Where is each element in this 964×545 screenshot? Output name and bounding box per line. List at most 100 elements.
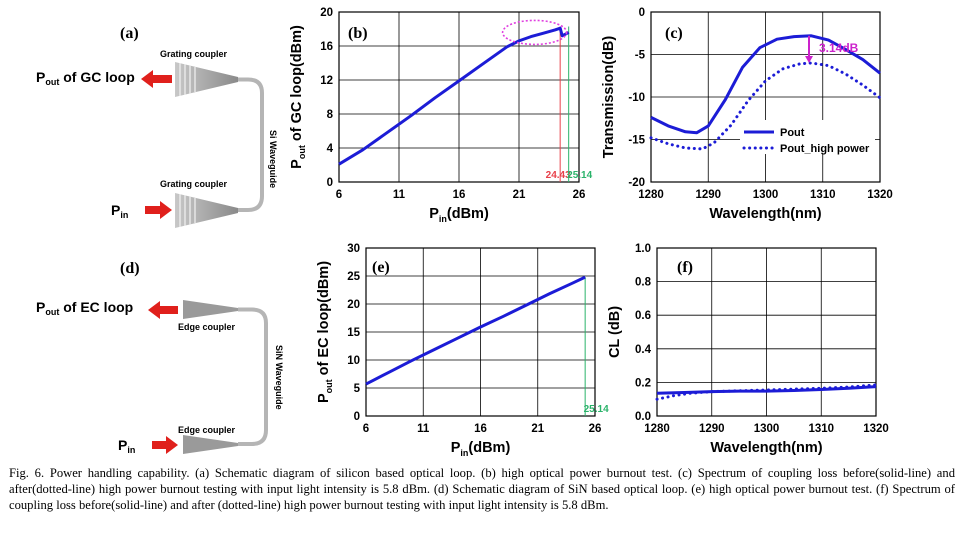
y-tick-label: 0.0 xyxy=(635,411,651,423)
marker-label: 25.14 xyxy=(567,170,592,181)
y-axis-label: CL (dB) xyxy=(607,306,623,358)
series-line-2 xyxy=(655,383,878,401)
chart-c: 1280 1290 1300 1310 1320 0 -5 -10 -15 -20 (c) Wavel… xyxy=(601,7,893,222)
x-tick-label: 1310 xyxy=(810,189,836,201)
x-tick-label: 1300 xyxy=(754,423,780,435)
x-tick-label: 16 xyxy=(453,189,466,201)
y-axis-label: Transmission(dB) xyxy=(601,36,617,159)
series-line-1 xyxy=(650,34,881,135)
y-tick-label: 0.4 xyxy=(635,344,652,356)
x-tick-label: 1320 xyxy=(863,423,889,435)
input-label-a: Pin xyxy=(111,202,128,220)
figure-caption: Fig. 6. Power handling capability. (a) S… xyxy=(9,466,955,512)
x-axis-label: Wavelength(nm) xyxy=(709,206,821,222)
panel-label-d: (d) xyxy=(120,260,140,277)
y-tick-label: 8 xyxy=(327,109,334,121)
charts: 6 11 16 21 26 0 4 8 12 16 20 (b) Pin(dBm) Pout of GC … xyxy=(289,7,893,458)
chart-e: 6 11 16 21 26 0 5 10 15 20 25 30 (e) Pin(dBm) Pout of … xyxy=(316,243,609,458)
x-tick-label: 1280 xyxy=(644,423,670,435)
legend-label: Pout_high power xyxy=(780,143,870,155)
edge-coupler-icon xyxy=(183,300,238,319)
output-label-d: Pout of EC loop xyxy=(36,299,133,317)
panel-label-e: (e) xyxy=(372,259,390,276)
chart-f: 1280 1290 1300 1310 1320 0.0 0.2 0.4 0.6 0.8 1.0 (f… xyxy=(607,243,889,456)
series-line-1 xyxy=(656,385,877,395)
bottom-coupler-label: Edge coupler xyxy=(178,425,236,435)
chart-b: 6 11 16 21 26 0 4 8 12 16 20 (b) Pin(dBm) Pout of GC … xyxy=(289,7,593,224)
y-tick-label: 25 xyxy=(347,271,360,283)
grating-coupler-icon xyxy=(175,193,238,228)
y-tick-label: 5 xyxy=(354,383,361,395)
edge-coupler-icon xyxy=(183,435,238,454)
y-tick-label: -5 xyxy=(635,50,646,62)
y-tick-label: 12 xyxy=(320,75,333,87)
x-tick-label: 1290 xyxy=(695,189,721,201)
panel-label-b: (b) xyxy=(348,25,368,42)
y-tick-label: 10 xyxy=(347,355,360,367)
sin-waveguide xyxy=(238,307,268,446)
annotation-arrowhead xyxy=(805,56,814,63)
y-tick-label: -20 xyxy=(628,177,645,189)
x-axis-label: Wavelength(nm) xyxy=(710,440,822,456)
panel-label-c: (c) xyxy=(665,25,683,42)
y-tick-label: 0.8 xyxy=(635,277,652,289)
y-tick-label: 16 xyxy=(320,41,333,53)
x-tick-label: 11 xyxy=(417,423,430,435)
marker-label: 24.43 xyxy=(546,170,571,181)
y-tick-label: 0 xyxy=(639,7,645,19)
waveguide-label: Si Waveguide xyxy=(268,130,278,188)
schematic-d: (d) Pout of EC loop Edge coupler SiN Wav… xyxy=(36,260,284,455)
panel-label-a: (a) xyxy=(120,25,139,42)
x-tick-label: 6 xyxy=(336,189,342,201)
output-arrow-icon xyxy=(141,70,172,88)
series-line-1 xyxy=(365,275,586,386)
top-coupler-label: Grating coupler xyxy=(160,49,228,59)
bottom-coupler-label: Grating coupler xyxy=(160,179,228,189)
y-tick-label: 20 xyxy=(347,299,360,311)
x-tick-label: 1310 xyxy=(808,423,834,435)
x-tick-label: 16 xyxy=(474,423,487,435)
x-tick-label: 26 xyxy=(573,189,586,201)
output-label-a: Pout of GC loop xyxy=(36,69,135,87)
x-tick-label: 21 xyxy=(531,423,544,435)
y-tick-label: -15 xyxy=(628,135,645,147)
series-line-1 xyxy=(338,26,570,166)
input-arrow-icon xyxy=(145,201,172,219)
x-tick-label: 21 xyxy=(513,189,526,201)
x-axis-label: Pin(dBm) xyxy=(429,206,489,224)
y-tick-label: 0.2 xyxy=(635,377,651,389)
y-tick-label: 20 xyxy=(320,7,333,19)
y-tick-label: 4 xyxy=(327,143,334,155)
series-line-2 xyxy=(649,61,882,151)
schematic-a: (a) Grating coupler Pout of GC loop Si W… xyxy=(36,25,278,228)
x-axis-label: Pin(dBm) xyxy=(451,440,511,458)
y-tick-label: 1.0 xyxy=(635,243,651,255)
marker-label: 25.14 xyxy=(584,404,609,415)
y-axis-label: Pout of GC loop(dBm) xyxy=(289,25,307,169)
x-tick-label: 26 xyxy=(589,423,602,435)
y-tick-label: -10 xyxy=(628,92,645,104)
highlight-ellipse xyxy=(501,19,568,46)
legend-box xyxy=(740,120,875,154)
top-coupler-label: Edge coupler xyxy=(178,322,236,332)
y-tick-label: 0 xyxy=(354,411,360,423)
x-tick-label: 1300 xyxy=(753,189,779,201)
x-tick-label: 1320 xyxy=(867,189,893,201)
x-tick-label: 11 xyxy=(393,189,406,201)
y-tick-label: 0.6 xyxy=(635,310,651,322)
y-axis-label: Pout of EC loop(dBm) xyxy=(316,261,334,403)
grating-coupler-icon xyxy=(175,62,238,97)
output-arrow-icon xyxy=(148,301,178,319)
si-waveguide xyxy=(238,77,264,212)
x-tick-label: 6 xyxy=(363,423,369,435)
y-tick-label: 0 xyxy=(327,177,333,189)
panel-label-f: (f) xyxy=(677,259,693,276)
x-tick-label: 1280 xyxy=(638,189,664,201)
y-tick-label: 15 xyxy=(347,327,360,339)
waveguide-label: SiN Waveguide xyxy=(274,345,284,410)
x-tick-label: 1290 xyxy=(699,423,725,435)
input-label-d: Pin xyxy=(118,437,135,455)
annotation-label: 3.14dB xyxy=(819,41,859,55)
input-arrow-icon xyxy=(152,436,178,454)
